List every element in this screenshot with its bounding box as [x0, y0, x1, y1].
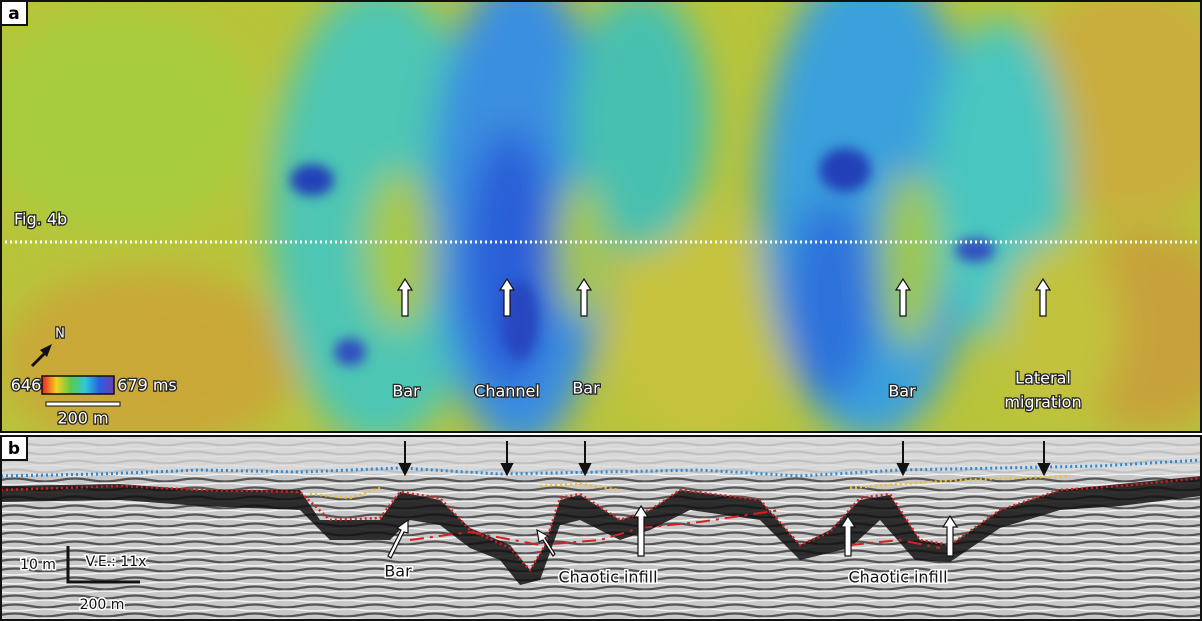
- colorbar: [42, 376, 114, 394]
- north-label: N: [55, 327, 65, 342]
- scale-label: 200 m: [57, 409, 108, 428]
- colorbar-max: 679 ms: [117, 376, 177, 395]
- annotation: Channel: [474, 382, 540, 401]
- figure: Fig. 4b Bar Channel Bar Bar Lateral migr…: [0, 0, 1202, 621]
- colorbar-min: 646: [11, 376, 42, 395]
- annotation: Lateral: [1015, 369, 1071, 388]
- annotation: Bar: [384, 562, 412, 581]
- panel-label: a: [8, 4, 19, 24]
- vertical-exaggeration: V.E.: 11x: [86, 554, 147, 570]
- horizon-map: Fig. 4b Bar Channel Bar Bar Lateral migr…: [0, 0, 1202, 450]
- annotation: Bar: [572, 379, 600, 398]
- scale-bar: [46, 402, 120, 406]
- horizontal-scale: 200 m: [80, 597, 125, 613]
- annotation: Bar: [888, 382, 916, 401]
- annotation: migration: [1004, 393, 1081, 412]
- annotation: Bar: [392, 382, 420, 401]
- profile-label: Fig. 4b: [14, 210, 67, 229]
- annotation: Chaotic infill: [848, 568, 947, 587]
- annotation: Chaotic infill: [558, 568, 657, 587]
- vertical-scale: 10 m: [20, 557, 56, 573]
- seismic-section: Bar Chaotic infill Chaotic infill 10 m V…: [1, 436, 1201, 620]
- panel-label: b: [8, 439, 20, 459]
